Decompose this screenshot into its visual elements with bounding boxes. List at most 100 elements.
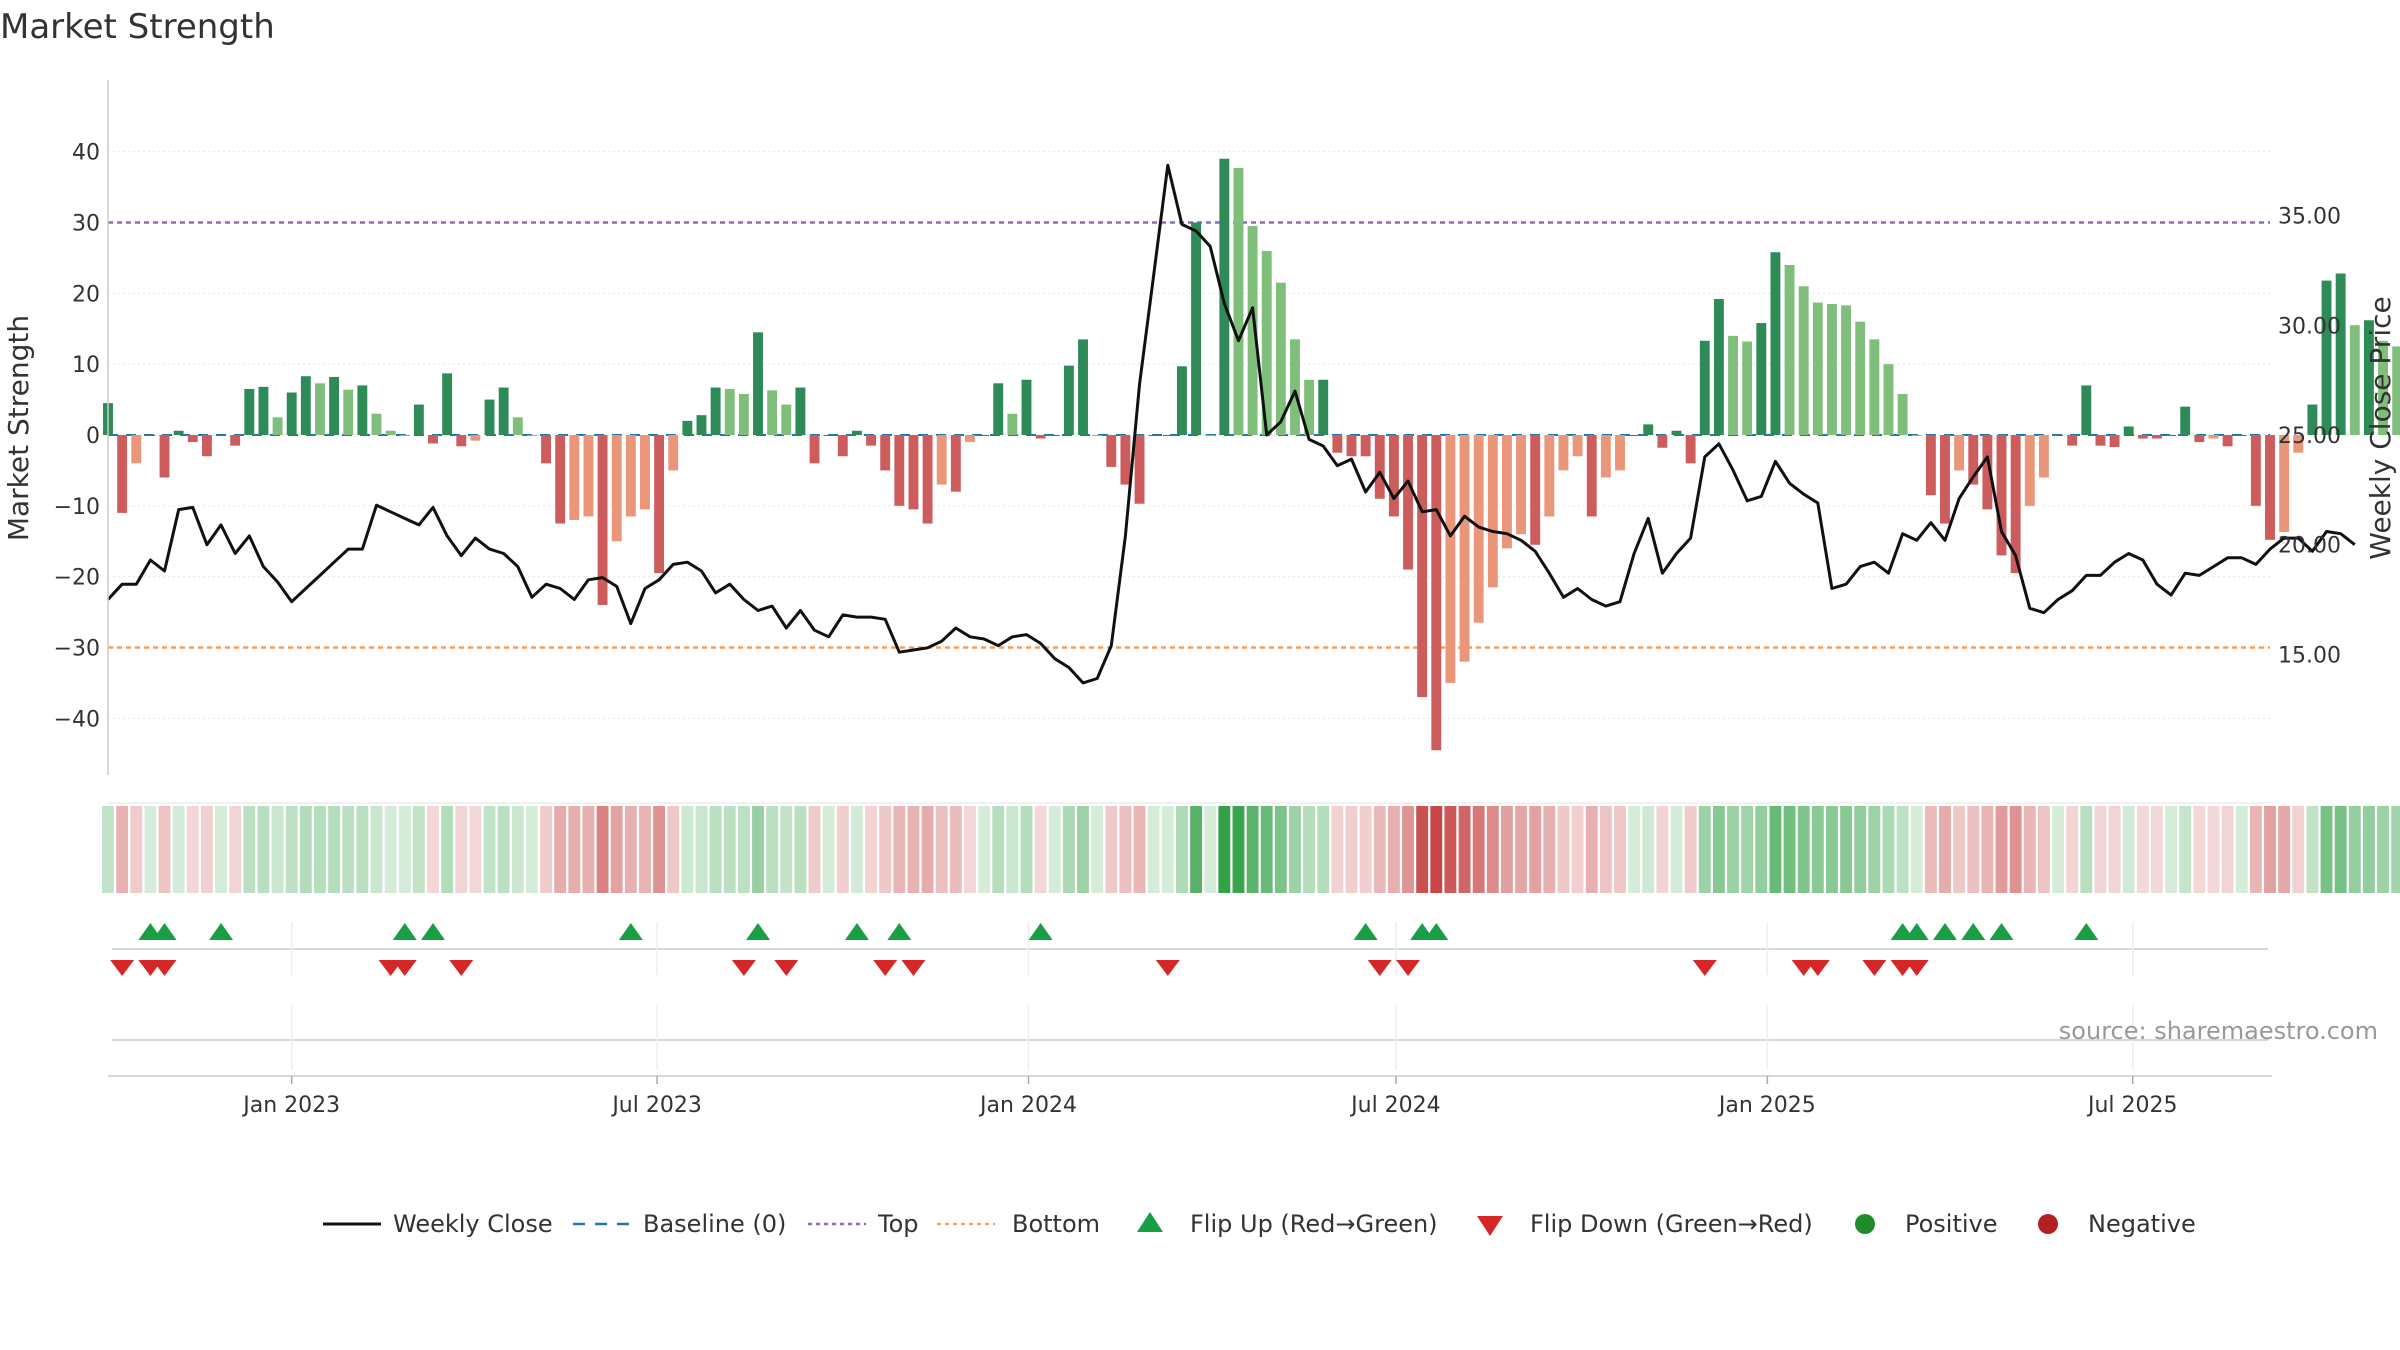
strength-bar <box>385 430 396 435</box>
heat-cell <box>1712 806 1725 893</box>
heat-cell <box>186 806 199 893</box>
strength-bar <box>781 404 792 435</box>
legend-label: Negative <box>2088 1210 2196 1238</box>
strength-bar <box>555 435 566 524</box>
heat-cell <box>1373 806 1386 893</box>
heat-cell <box>1769 806 1782 893</box>
weekly-close-line <box>106 163 2356 685</box>
heat-cell <box>1939 806 1951 893</box>
heat-cell <box>737 806 750 893</box>
strength-bar <box>1078 339 1088 435</box>
heat-cell <box>1910 806 1923 893</box>
strength-bar <box>2024 435 2035 506</box>
strength-bar <box>908 435 919 510</box>
strength-bar <box>1417 435 1428 698</box>
heat-cell <box>1868 806 1881 893</box>
heat-cell <box>2306 806 2319 893</box>
strength-bar <box>2137 435 2148 439</box>
heat-cell <box>511 806 524 893</box>
legend-label: Baseline (0) <box>643 1210 786 1238</box>
heat-cell <box>1218 806 1231 893</box>
x-tick-label: Jul 2023 <box>610 1093 702 1118</box>
strength-bar <box>244 388 255 435</box>
heat-cell <box>497 806 510 893</box>
heat-cell <box>1628 806 1641 893</box>
strength-bar <box>696 415 707 435</box>
heat-cell <box>299 806 312 893</box>
strength-bar <box>2321 280 2332 435</box>
heat-cell <box>1204 806 1217 893</box>
strength-bar <box>1487 435 1498 588</box>
heat-cell <box>1006 806 1019 893</box>
strength-bar <box>357 385 368 435</box>
heat-cell <box>1034 806 1047 893</box>
legend-flip-up-swatch <box>1137 1212 1163 1232</box>
heat-cell <box>1175 806 1188 893</box>
strength-bar <box>1586 435 1597 517</box>
strength-bar <box>682 420 693 435</box>
strength-bar <box>1516 435 1527 535</box>
left-tick-label: −30 <box>54 637 100 662</box>
strength-bar <box>371 413 382 435</box>
strength-bar <box>541 435 551 464</box>
legend-label: Weekly Close <box>393 1210 553 1238</box>
strength-bar <box>1290 339 1300 435</box>
heat-cell <box>1755 806 1768 893</box>
strength-bar <box>470 435 481 441</box>
flip-up-marker <box>1961 923 1986 940</box>
flip-up-marker <box>618 923 643 940</box>
strength-bar <box>1120 435 1131 485</box>
flip-down-marker <box>1862 960 1887 976</box>
flip-down-marker <box>1692 960 1717 976</box>
strength-bar <box>1897 393 1908 435</box>
strength-bar <box>2307 404 2318 435</box>
strength-bar <box>1615 435 1625 471</box>
right-axis-title: Weekly Close Price <box>2364 296 2397 559</box>
flip-down-marker <box>901 960 926 976</box>
heat-cell <box>1741 806 1754 893</box>
strength-bar <box>1798 286 1809 435</box>
legend: Weekly Close Baseline (0) Top Bottom Flip Up… <box>323 1210 2196 1238</box>
heat-cell <box>893 806 906 893</box>
heat-cell <box>1783 806 1796 893</box>
strength-bar <box>1304 379 1315 435</box>
strength-bar <box>2010 435 2021 574</box>
heat-cell <box>2023 806 2036 893</box>
heat-cell <box>1698 806 1711 893</box>
strength-bar <box>1275 282 1286 435</box>
heat-cell <box>850 806 863 893</box>
strength-bar <box>1134 435 1145 504</box>
heat-cell <box>1458 806 1471 893</box>
strength-bar <box>145 435 156 436</box>
heat-cell <box>1444 806 1457 893</box>
heat-cell <box>1077 806 1089 893</box>
heat-cell <box>1896 806 1909 893</box>
strength-bar <box>1374 435 1385 499</box>
strength-bar <box>1841 305 1852 435</box>
heat-cell <box>2320 806 2333 893</box>
strength-bar <box>1106 435 1117 467</box>
strength-bar <box>583 435 594 517</box>
heat-cell <box>681 806 694 893</box>
strength-bar <box>2293 435 2304 453</box>
heat-cell <box>2066 806 2079 893</box>
right-tick-label: 20.00 <box>2278 534 2341 559</box>
x-tick-label: Jan 2024 <box>978 1093 1077 1118</box>
left-tick-label: 30 <box>72 212 100 237</box>
strength-bar <box>1954 435 1965 471</box>
heat-cell <box>794 806 807 893</box>
strength-bar <box>1925 435 1936 496</box>
heat-cell <box>766 806 779 893</box>
heat-cell <box>229 806 242 893</box>
heat-cell <box>1486 806 1499 893</box>
heat-cell <box>102 806 114 893</box>
strength-bar <box>1191 222 1202 435</box>
strength-bar <box>1657 435 1668 448</box>
heat-cell <box>723 806 736 893</box>
flip-up-marker <box>2074 923 2099 940</box>
chart-title: Market Strength <box>0 7 275 47</box>
heat-cell <box>1797 806 1810 893</box>
flip-up-marker <box>1989 923 2014 940</box>
x-tick-label: Jan 2023 <box>241 1093 340 1118</box>
